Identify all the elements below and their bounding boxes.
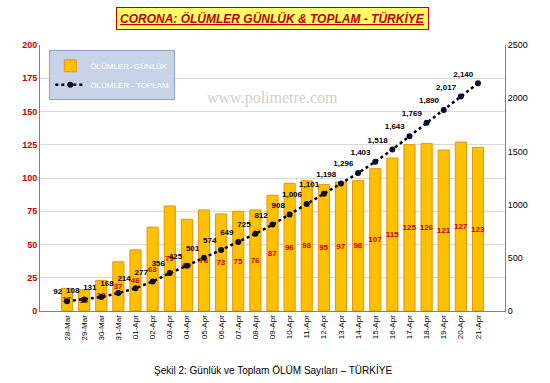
svg-text:115: 115 [386, 230, 399, 239]
svg-text:28-Mar: 28-Mar [63, 315, 72, 341]
svg-text:1,296: 1,296 [333, 159, 354, 168]
svg-text:25: 25 [27, 273, 37, 283]
svg-text:277: 277 [135, 268, 149, 277]
svg-text:02-Apr: 02-Apr [148, 315, 157, 339]
svg-text:1,643: 1,643 [385, 122, 406, 131]
svg-text:www.polimetre.com: www.polimetre.com [207, 89, 338, 107]
svg-text:10-Apr: 10-Apr [285, 315, 294, 339]
svg-text:Şekil 2: Günlük ve Toplam ÖLÜM: Şekil 2: Günlük ve Toplam ÖLÜM Sayıları … [154, 364, 392, 376]
svg-text:1500: 1500 [508, 147, 528, 157]
svg-text:15-Apr: 15-Apr [371, 315, 380, 339]
svg-text:20-Apr: 20-Apr [456, 315, 465, 339]
svg-text:100: 100 [22, 173, 37, 183]
svg-text:21-Apr: 21-Apr [474, 315, 483, 339]
svg-text:425: 425 [169, 252, 183, 261]
svg-text:23: 23 [97, 291, 106, 300]
svg-text:16: 16 [79, 296, 88, 305]
svg-text:01-Apr: 01-Apr [131, 315, 140, 339]
svg-text:125: 125 [403, 223, 417, 232]
svg-text:1,769: 1,769 [402, 109, 423, 118]
svg-text:2,017: 2,017 [436, 83, 457, 92]
svg-text:11-Apr: 11-Apr [302, 315, 311, 339]
svg-text:46: 46 [131, 276, 140, 285]
svg-text:03-Apr: 03-Apr [165, 315, 174, 339]
svg-text:09-Apr: 09-Apr [268, 315, 277, 339]
svg-text:29-Mar: 29-Mar [80, 315, 89, 341]
svg-text:127: 127 [454, 222, 468, 231]
svg-text:76: 76 [199, 256, 208, 265]
svg-text:16-Apr: 16-Apr [388, 315, 397, 339]
svg-text:06-Apr: 06-Apr [217, 315, 226, 339]
svg-text:356: 356 [152, 259, 166, 268]
svg-text:500: 500 [508, 253, 523, 263]
svg-text:95: 95 [319, 243, 328, 252]
svg-text:108: 108 [66, 286, 80, 295]
svg-text:73: 73 [216, 258, 225, 267]
svg-text:1,101: 1,101 [299, 180, 320, 189]
svg-text:501: 501 [186, 244, 200, 253]
svg-text:31-Mar: 31-Mar [114, 315, 123, 341]
svg-text:150: 150 [22, 107, 37, 117]
svg-text:98: 98 [302, 241, 311, 250]
svg-text:04-Apr: 04-Apr [182, 315, 191, 339]
svg-text:175: 175 [22, 73, 37, 83]
svg-text:131: 131 [83, 283, 97, 292]
svg-text:92: 92 [53, 287, 62, 296]
svg-text:725: 725 [237, 220, 251, 229]
svg-text:97: 97 [336, 242, 345, 251]
svg-text:107: 107 [368, 235, 382, 244]
svg-text:05-Apr: 05-Apr [200, 315, 209, 339]
svg-text:75: 75 [27, 206, 37, 216]
svg-text:ÖLÜMLER- GÜNLÜK: ÖLÜMLER- GÜNLÜK [90, 62, 168, 71]
svg-text:98: 98 [353, 241, 362, 250]
svg-text:574: 574 [203, 236, 217, 245]
svg-text:2000: 2000 [508, 93, 528, 103]
svg-text:14-Apr: 14-Apr [354, 315, 363, 339]
svg-text:18-Apr: 18-Apr [422, 315, 431, 339]
svg-text:63: 63 [148, 265, 157, 274]
svg-text:1,518: 1,518 [368, 136, 389, 145]
svg-text:79: 79 [165, 254, 174, 263]
svg-text:168: 168 [100, 279, 114, 288]
svg-text:200: 200 [22, 40, 37, 50]
svg-text:96: 96 [285, 243, 294, 252]
svg-text:0: 0 [508, 306, 513, 316]
svg-text:30-Mar: 30-Mar [97, 315, 106, 341]
svg-text:37: 37 [114, 282, 123, 291]
svg-text:ÖLÜMLER - TOPLAM: ÖLÜMLER - TOPLAM [90, 81, 169, 90]
svg-text:2500: 2500 [508, 40, 528, 50]
svg-text:17-Apr: 17-Apr [405, 315, 414, 339]
svg-text:69: 69 [182, 261, 191, 270]
svg-text:649: 649 [220, 228, 234, 237]
svg-text:908: 908 [272, 201, 286, 210]
svg-text:1,403: 1,403 [350, 148, 371, 157]
svg-text:75: 75 [234, 257, 243, 266]
svg-text:07-Apr: 07-Apr [234, 315, 243, 339]
svg-text:17: 17 [62, 295, 71, 304]
svg-text:121: 121 [437, 226, 451, 235]
svg-text:12-Apr: 12-Apr [319, 315, 328, 339]
svg-text:76: 76 [251, 256, 260, 265]
svg-text:08-Apr: 08-Apr [251, 315, 260, 339]
svg-text:13-Apr: 13-Apr [337, 315, 346, 339]
svg-text:125: 125 [22, 140, 37, 150]
svg-text:CORONA: ÖLÜMLER GÜNLÜK & TOPLA: CORONA: ÖLÜMLER GÜNLÜK & TOPLAM - TÜRKİY… [120, 11, 425, 26]
svg-text:214: 214 [117, 274, 131, 283]
svg-text:87: 87 [268, 249, 277, 258]
svg-text:0: 0 [32, 306, 37, 316]
svg-text:1,198: 1,198 [316, 170, 337, 179]
svg-text:1000: 1000 [508, 200, 528, 210]
svg-text:1,890: 1,890 [419, 96, 440, 105]
svg-text:1,006: 1,006 [282, 190, 303, 199]
svg-text:126: 126 [420, 223, 434, 232]
svg-text:19-Apr: 19-Apr [439, 315, 448, 339]
svg-text:812: 812 [254, 211, 268, 220]
svg-text:50: 50 [27, 240, 37, 250]
svg-text:123: 123 [471, 225, 485, 234]
svg-text:2,140: 2,140 [453, 70, 474, 79]
